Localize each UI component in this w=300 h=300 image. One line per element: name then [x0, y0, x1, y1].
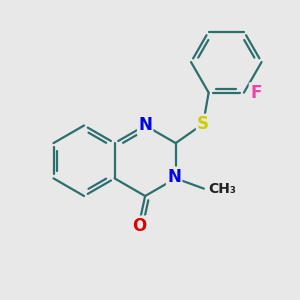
Text: F: F	[250, 84, 261, 102]
Text: N: N	[138, 116, 152, 134]
Text: S: S	[197, 115, 209, 133]
Text: CH₃: CH₃	[208, 182, 236, 196]
Text: N: N	[167, 168, 181, 186]
Text: O: O	[132, 217, 146, 235]
